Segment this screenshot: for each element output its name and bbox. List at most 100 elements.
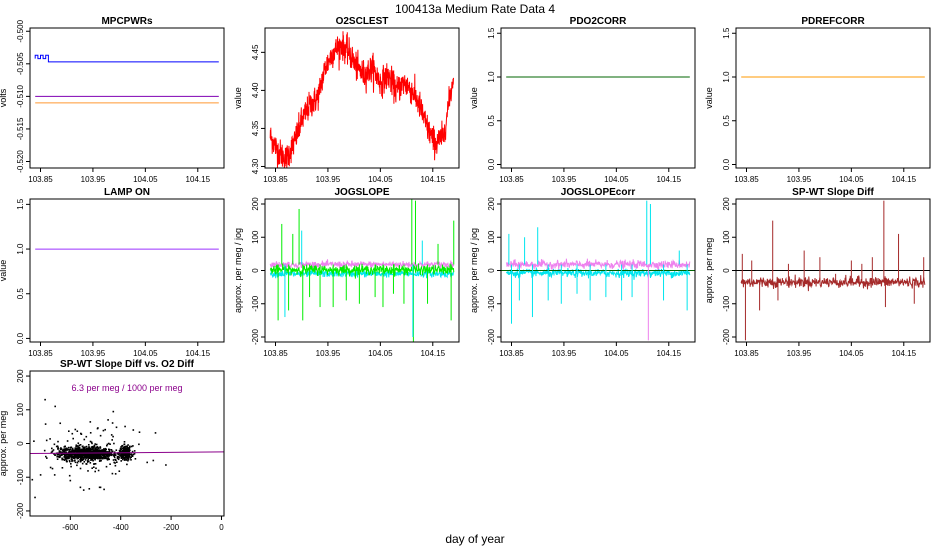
scatter-point (87, 458, 89, 461)
x-tick-label: 103.95 (316, 175, 341, 184)
scatter-point (61, 457, 63, 460)
y-tick-label: 0 (16, 441, 25, 446)
scatter-point (96, 455, 98, 458)
scatter-point (86, 449, 89, 451)
scatter-point (77, 449, 80, 451)
scatter-point (92, 453, 95, 456)
scatter-point (57, 448, 60, 450)
scatter-point (84, 459, 87, 461)
scatter-point (99, 446, 101, 449)
scatter-point (91, 447, 94, 449)
plot-area (30, 398, 224, 499)
scatter-point (114, 454, 117, 456)
y-tick-label: 100 (487, 230, 496, 244)
plot-area (269, 31, 454, 168)
scatter-point (92, 455, 95, 457)
scatter-point (108, 451, 110, 453)
panel-ylabel: approx. per meg (0, 411, 8, 477)
scatter-point (127, 448, 130, 451)
scatter-point (71, 454, 73, 456)
scatter-point (88, 456, 90, 459)
scatter-point (102, 450, 104, 453)
y-tick-label: 4.40 (251, 82, 260, 98)
scatter-point (83, 438, 86, 441)
scatter-point (124, 425, 126, 428)
x-tick-label: -400 (113, 523, 130, 532)
scatter-point (76, 464, 78, 467)
scatter-point (110, 449, 113, 451)
scatter-point (73, 454, 75, 457)
y-tick-label: -0.500 (16, 19, 25, 42)
scatter-point (130, 459, 132, 461)
scatter-point (62, 453, 64, 455)
scatter-point (71, 459, 73, 462)
scatter-point (65, 460, 68, 463)
scatter-point (83, 461, 86, 463)
scatter-point (83, 448, 86, 450)
scatter-point (115, 459, 117, 462)
scatter-point (74, 461, 77, 464)
x-tick-label: 103.95 (316, 349, 341, 358)
scatter-point (51, 447, 53, 450)
scatter-point (129, 445, 131, 448)
scatter-point (152, 459, 155, 462)
scatter-point (119, 449, 122, 451)
scatter-point (65, 454, 68, 456)
panel-title: O2SCLEST (336, 16, 389, 27)
plot-area (34, 54, 219, 104)
scatter-point (81, 462, 84, 465)
scatter-point (93, 447, 95, 449)
scatter-point (51, 450, 53, 453)
scatter-point (65, 447, 68, 450)
scatter-point (102, 453, 105, 456)
panel-scatter: SP-WT Slope Diff vs. O2 Diff approx. per … (0, 359, 225, 532)
panel-ylabel: value (0, 260, 8, 282)
scatter-point (98, 457, 100, 459)
scatter-point (112, 459, 115, 461)
x-tick-label: 103.85 (263, 175, 288, 184)
y-tick-label: -0.505 (16, 52, 25, 75)
scatter-point (79, 454, 82, 456)
y-tick-label: 1.5 (487, 27, 496, 39)
scatter-point (105, 456, 107, 459)
scatter-point (82, 456, 84, 459)
scatter-point (106, 459, 109, 461)
x-tick-label: 0 (219, 523, 224, 532)
scatter-point (91, 448, 94, 450)
scatter-point (59, 454, 61, 456)
fit-line (30, 451, 224, 455)
scatter-point (89, 421, 92, 423)
scatter-point (77, 447, 80, 449)
panel-ylabel: approx. per meg / jog (469, 228, 479, 313)
scatter-point (120, 460, 122, 462)
plot-area (269, 199, 455, 342)
x-tick-label: 103.85 (28, 349, 53, 358)
scatter-point (85, 457, 87, 459)
scatter-point (85, 450, 87, 452)
scatter-point (103, 448, 105, 450)
scatter-point (100, 456, 102, 459)
x-tick-label: 103.85 (28, 175, 53, 184)
scatter-point (34, 496, 36, 499)
y-tick-label: 200 (722, 197, 731, 211)
scatter-point (97, 447, 100, 450)
panel-jogslopecorr: JOGSLOPEcorr approx. per meg / jog 103.85 1… (469, 187, 696, 358)
scatter-point (99, 486, 102, 489)
scatter-point (116, 456, 119, 458)
scatter-point (126, 452, 128, 455)
x-tick-label: 103.95 (787, 349, 812, 358)
scatter-point (63, 456, 66, 458)
scatter-point (89, 432, 92, 434)
scatter-point (120, 451, 122, 453)
scatter-point (82, 489, 85, 491)
scatter-point (89, 462, 92, 464)
scatter-point (59, 422, 62, 425)
scatter-point (101, 453, 104, 455)
y-tick-label: 4.45 (251, 44, 260, 60)
scatter-point (130, 456, 132, 458)
series-violet (505, 258, 691, 271)
scatter-point (120, 446, 122, 448)
series-o2sclest (269, 31, 454, 168)
scatter-point (117, 455, 120, 458)
x-tick-label: -200 (163, 523, 180, 532)
